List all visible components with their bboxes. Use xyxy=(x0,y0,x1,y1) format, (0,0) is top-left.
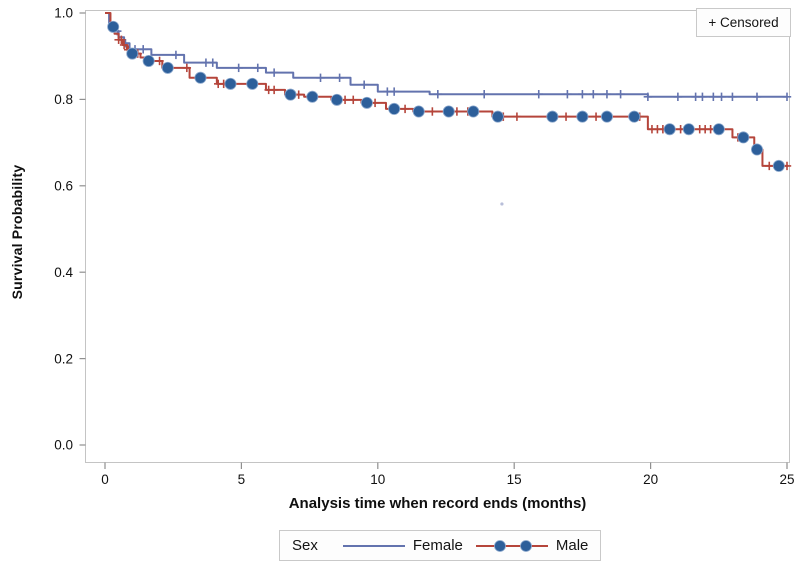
x-tick-label: 20 xyxy=(643,472,658,487)
y-tick-label: 0.2 xyxy=(54,351,73,366)
event-marker-male xyxy=(750,143,763,156)
male-line-sample-icon xyxy=(475,539,548,552)
plot-frame xyxy=(85,10,790,463)
event-marker-male xyxy=(126,47,139,60)
event-marker-male xyxy=(737,131,750,144)
event-marker-male xyxy=(628,110,641,123)
event-marker-male xyxy=(546,110,559,123)
event-marker-male xyxy=(161,61,174,74)
event-marker-male xyxy=(284,88,297,101)
legend-label-male: Male xyxy=(555,537,589,554)
event-marker-male xyxy=(412,105,425,118)
event-marker-male xyxy=(600,110,613,123)
censored-legend-box: + Censored xyxy=(696,8,791,37)
event-marker-male xyxy=(682,123,695,136)
event-marker-male xyxy=(142,54,155,67)
event-marker-male xyxy=(467,105,480,118)
x-tick-label: 10 xyxy=(370,472,385,487)
legend-title: Sex xyxy=(292,537,318,554)
y-tick-label: 1.0 xyxy=(54,6,73,21)
x-tick-label: 15 xyxy=(507,472,522,487)
event-marker-male xyxy=(360,96,373,109)
event-marker-male xyxy=(772,159,785,172)
event-marker-male xyxy=(224,77,237,90)
y-tick-label: 0.4 xyxy=(54,265,73,280)
stray-point xyxy=(500,202,504,206)
survival-curve-female xyxy=(105,12,787,98)
survival-curve-male xyxy=(105,12,789,167)
event-marker-male xyxy=(107,20,120,33)
y-tick-label: 0.0 xyxy=(54,438,73,453)
x-tick-label: 5 xyxy=(238,472,246,487)
event-marker-male xyxy=(491,110,504,123)
legend-label-female: Female xyxy=(412,537,463,554)
x-axis-title: Analysis time when record ends (months) xyxy=(288,495,587,512)
event-marker-male xyxy=(388,102,401,115)
event-marker-male xyxy=(442,105,455,118)
event-marker-male xyxy=(306,90,319,103)
event-marker-male xyxy=(246,77,259,90)
event-marker-male xyxy=(194,71,207,84)
event-marker-male xyxy=(663,123,676,136)
x-tick-label: 25 xyxy=(779,472,794,487)
sex-legend-box: Sex Female Male xyxy=(279,530,602,561)
y-tick-label: 0.6 xyxy=(54,179,73,194)
y-tick-label: 0.8 xyxy=(54,92,73,107)
y-axis-title: Survival Probability xyxy=(9,164,25,300)
event-marker-male xyxy=(576,110,589,123)
female-line-sample-icon xyxy=(342,544,405,547)
censored-legend-label: + Censored xyxy=(708,15,779,30)
event-marker-male xyxy=(330,93,343,106)
x-tick-label: 0 xyxy=(101,472,109,487)
event-marker-male xyxy=(712,123,725,136)
